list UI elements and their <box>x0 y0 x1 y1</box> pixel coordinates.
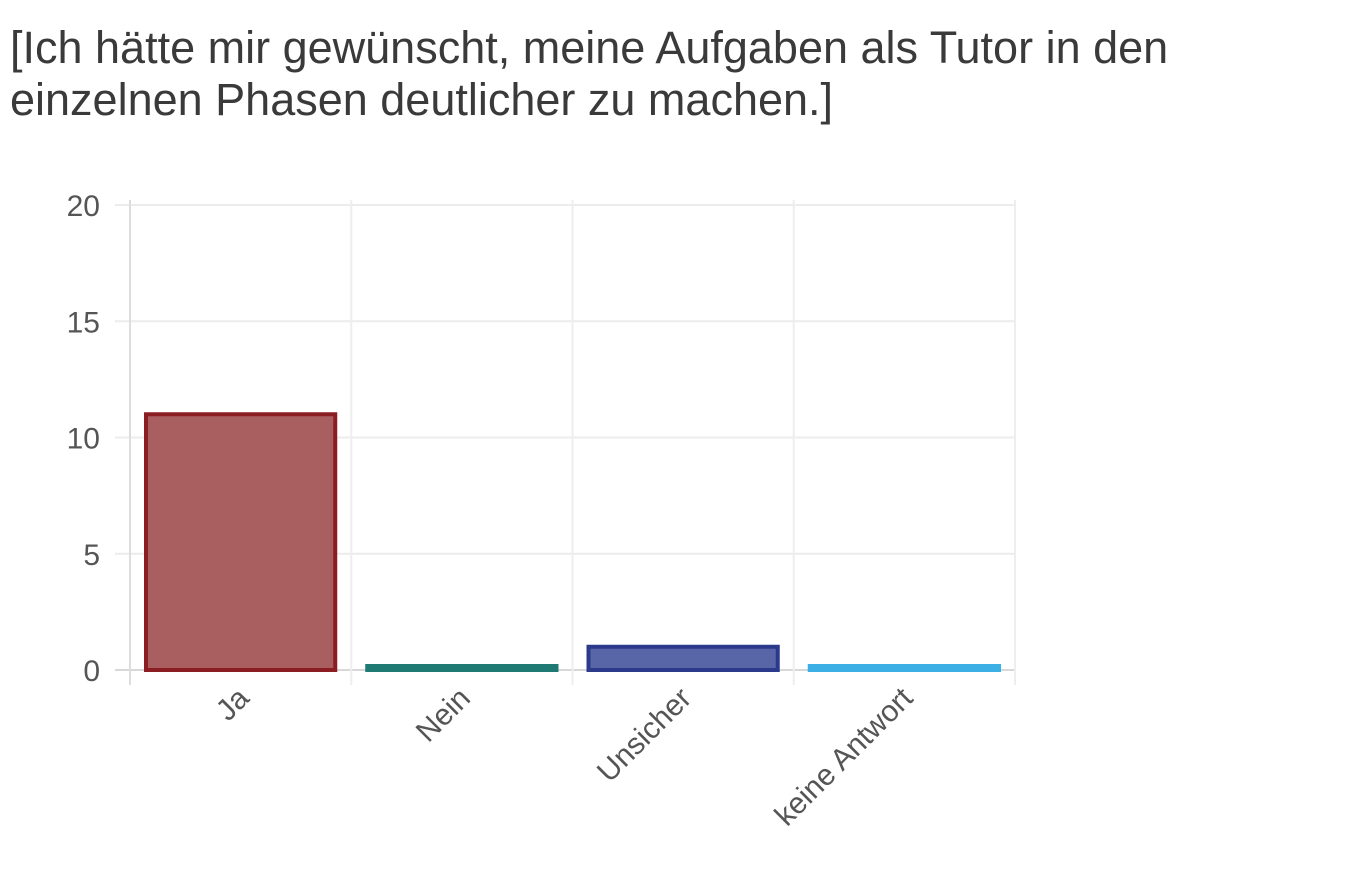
bars <box>144 412 1001 672</box>
y-tick-label: 15 <box>67 306 100 339</box>
bar-keine-antwort <box>807 664 1001 672</box>
bar-ja <box>144 412 338 672</box>
x-tick-label: Nein <box>410 682 477 749</box>
y-tick-label: 20 <box>67 190 100 223</box>
y-tick-label: 0 <box>83 655 100 688</box>
y-tick-label: 10 <box>67 423 100 456</box>
y-tick-label: 5 <box>83 539 100 572</box>
bar-nein <box>365 664 559 672</box>
x-tick-label: keine Antwort <box>769 681 920 832</box>
x-tick-label: Ja <box>210 681 256 727</box>
x-tick-labels: Ja Nein Unsicher keine Antwort <box>210 681 920 832</box>
x-tick-label: Unsicher <box>591 682 698 789</box>
bar-unsicher <box>586 644 780 672</box>
y-tick-labels: 0 5 10 15 20 <box>67 190 100 688</box>
chart-title: [Ich hätte mir gewünscht, meine Aufgaben… <box>10 22 1169 125</box>
